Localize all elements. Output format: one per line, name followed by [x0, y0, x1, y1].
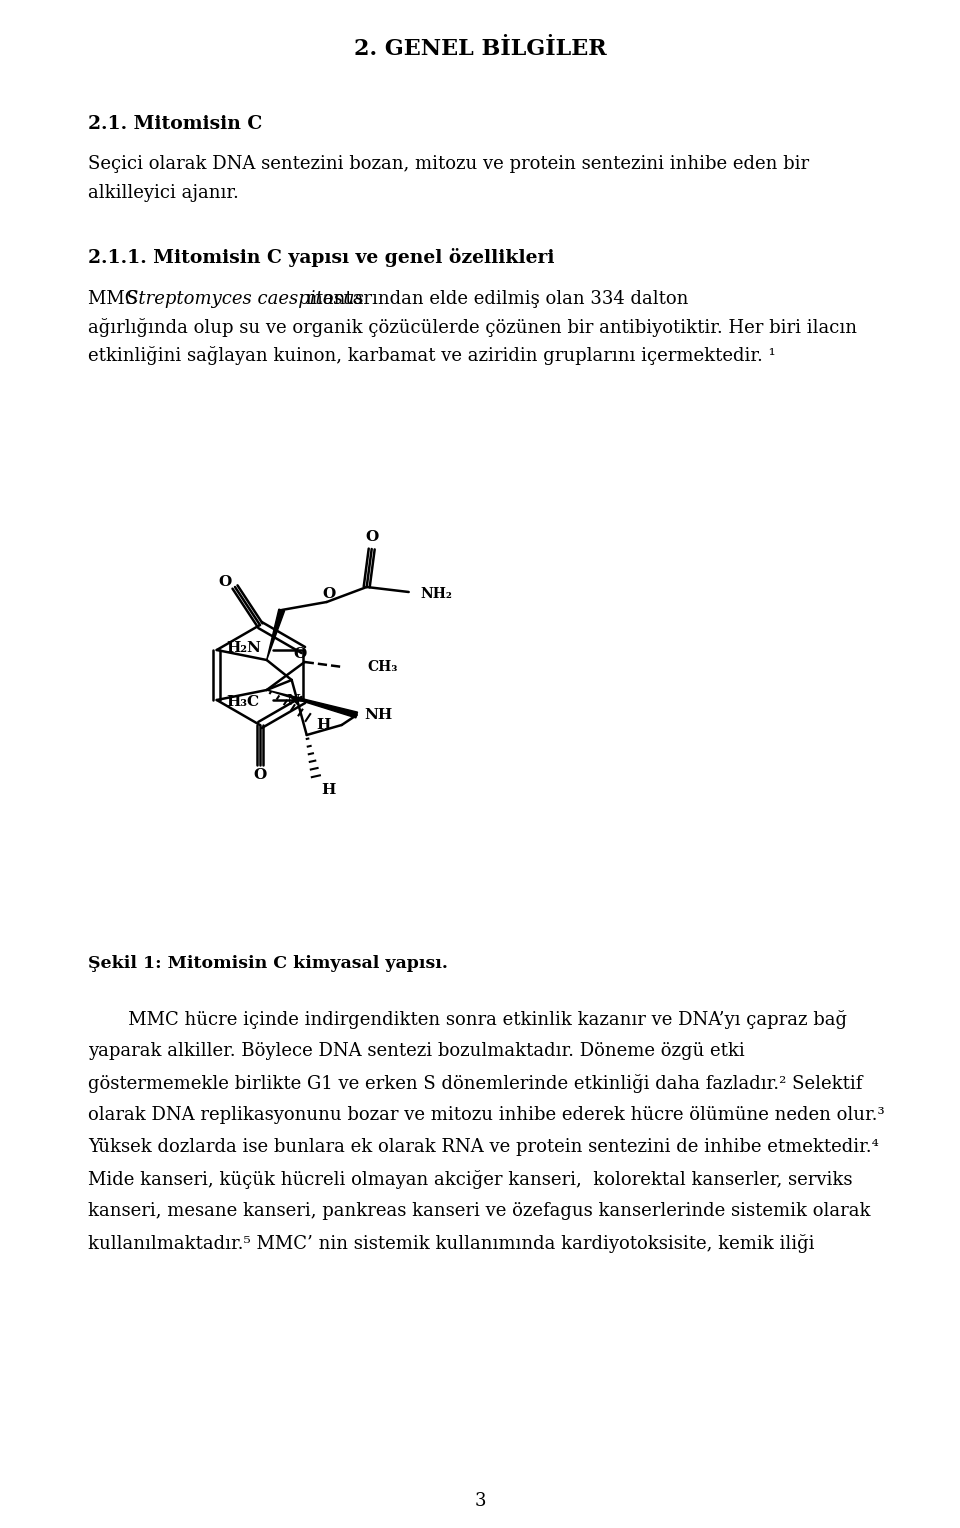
Text: Yüksek dozlarda ise bunlara ek olarak RNA ve protein sentezini de inhibe etmekte: Yüksek dozlarda ise bunlara ek olarak RN…	[88, 1138, 878, 1157]
Text: MMC hücre içinde indirgendikten sonra etkinlik kazanır ve DNA’yı çapraz bağ: MMC hücre içinde indirgendikten sonra et…	[88, 1010, 847, 1028]
Text: MMC: MMC	[88, 290, 144, 309]
Polygon shape	[267, 691, 357, 718]
Text: Mide kanseri, küçük hücreli olmayan akciğer kanseri,  kolorektal kanserler, serv: Mide kanseri, küçük hücreli olmayan akci…	[88, 1170, 852, 1189]
Text: N: N	[287, 694, 300, 707]
Text: CH₃: CH₃	[368, 660, 398, 674]
Text: Streptomyces caespitosus: Streptomyces caespitosus	[126, 290, 364, 309]
Text: H₃C: H₃C	[227, 695, 259, 709]
Text: göstermemekle birlikte G1 ve erken S dönemlerinde etkinliği daha fazladır.² Sele: göstermemekle birlikte G1 ve erken S dön…	[88, 1074, 862, 1093]
Text: 3: 3	[474, 1491, 486, 1510]
Text: etkinliğini sağlayan kuinon, karbamat ve aziridin gruplarını içermektedir. ¹: etkinliğini sağlayan kuinon, karbamat ve…	[88, 345, 776, 365]
Text: 2.1.1. Mitomisin C yapısı ve genel özellikleri: 2.1.1. Mitomisin C yapısı ve genel özell…	[88, 248, 555, 267]
Text: ağırlığında olup su ve organik çözücülerde çözünen bir antibiyotiktir. Her biri : ağırlığında olup su ve organik çözücüler…	[88, 318, 857, 338]
Text: kanseri, mesane kanseri, pankreas kanseri ve özefagus kanserlerinde sistemik ola: kanseri, mesane kanseri, pankreas kanser…	[88, 1203, 871, 1219]
Text: O: O	[253, 769, 267, 782]
Polygon shape	[267, 610, 284, 660]
Text: Şekil 1: Mitomisin C kimyasal yapısı.: Şekil 1: Mitomisin C kimyasal yapısı.	[88, 955, 448, 972]
Text: H₂N: H₂N	[227, 642, 261, 656]
Text: O: O	[218, 575, 231, 588]
Text: mantarından elde edilmiş olan 334 dalton: mantarından elde edilmiş olan 334 dalton	[300, 290, 688, 309]
Text: NH₂: NH₂	[420, 587, 452, 601]
Text: H: H	[322, 782, 336, 798]
Text: O: O	[322, 587, 335, 601]
Text: yaparak alkiller. Böylece DNA sentezi bozulmaktadır. Döneme özgü etki: yaparak alkiller. Böylece DNA sentezi bo…	[88, 1042, 745, 1060]
Text: 2. GENEL BİLGİLER: 2. GENEL BİLGİLER	[353, 38, 607, 60]
Text: olarak DNA replikasyonunu bozar ve mitozu inhibe ederek hücre ölümüne neden olur: olarak DNA replikasyonunu bozar ve mitoz…	[88, 1106, 884, 1125]
Text: alkilleyici ajanır.: alkilleyici ajanır.	[88, 183, 239, 202]
Text: Seçici olarak DNA sentezini bozan, mitozu ve protein sentezini inhibe eden bir: Seçici olarak DNA sentezini bozan, mitoz…	[88, 154, 809, 173]
Text: NH: NH	[365, 707, 393, 723]
Text: 2.1. Mitomisin C: 2.1. Mitomisin C	[88, 115, 262, 133]
Text: kullanılmaktadır.⁵ MMC’ nin sistemik kullanımında kardiyotoksisite, kemik iliği: kullanılmaktadır.⁵ MMC’ nin sistemik kul…	[88, 1235, 814, 1253]
Text: H: H	[317, 718, 331, 732]
Text: O: O	[365, 530, 378, 544]
Text: O: O	[293, 646, 306, 662]
